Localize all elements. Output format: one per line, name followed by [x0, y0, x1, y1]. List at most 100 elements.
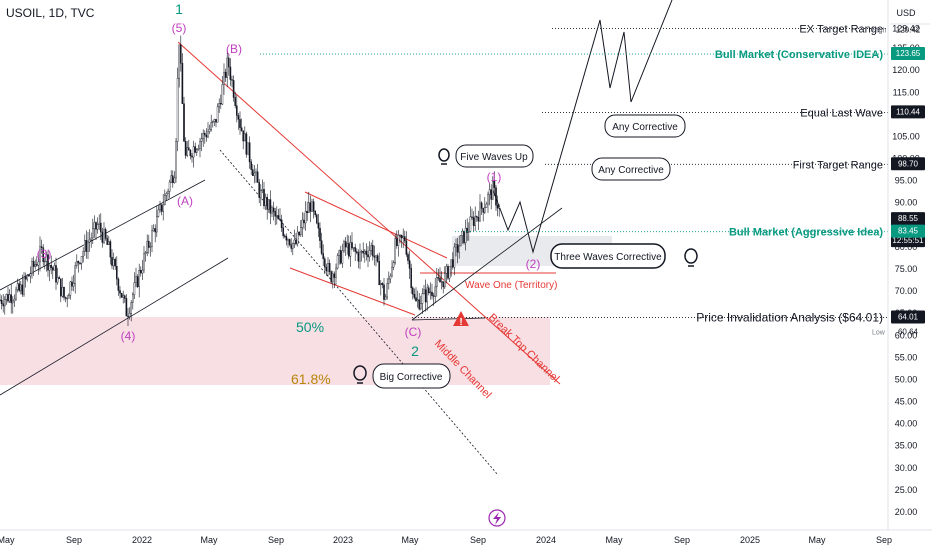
wave-label: 1	[175, 1, 183, 17]
candle-body	[227, 57, 230, 68]
candle-body	[272, 207, 275, 212]
candle-body	[101, 231, 104, 243]
candle-body	[159, 204, 161, 211]
candle-body	[168, 181, 171, 192]
wave-label: (5)	[172, 21, 187, 35]
candle-body	[64, 297, 67, 299]
wave-label: (B)	[226, 42, 242, 56]
level-lines	[260, 28, 888, 318]
candle-body	[309, 202, 312, 212]
candle-body	[192, 146, 195, 158]
candle-body	[436, 277, 438, 288]
candle-body	[3, 299, 6, 307]
price-axis[interactable]: USD 20.00 25.00 30.00 35.00 40.00 45.00 50.00 5…	[872, 0, 930, 530]
candle-body	[141, 269, 144, 274]
candle-body	[472, 217, 475, 226]
candle-body	[171, 175, 174, 183]
candle-body	[322, 253, 325, 259]
top-channel-line	[177, 41, 561, 385]
level-label: First Target Range	[793, 159, 883, 171]
candle-body	[208, 129, 211, 132]
candle-body	[26, 275, 29, 280]
candle-body	[396, 238, 398, 246]
candle-body	[253, 172, 256, 176]
candle-body	[221, 84, 224, 105]
candle-body	[163, 195, 166, 206]
lightning-event-icon[interactable]	[488, 509, 506, 527]
candle-body	[229, 66, 232, 80]
candle-body	[418, 299, 421, 310]
candle-body	[282, 227, 285, 236]
lightbulb-icon	[684, 248, 698, 267]
candle-body	[239, 119, 241, 128]
candle-body	[248, 142, 251, 163]
candle-body	[143, 253, 145, 271]
level-label: Equal Last Wave	[800, 107, 883, 119]
candle-body	[10, 294, 13, 304]
price-tag	[891, 47, 925, 61]
candle-body	[373, 255, 376, 258]
fib-retracement-zone	[0, 317, 550, 385]
candle-body	[487, 194, 489, 205]
candle-body	[276, 215, 278, 217]
price-tag-value: 98.70	[898, 159, 919, 168]
candle-body	[99, 222, 102, 233]
candle-body	[284, 235, 286, 237]
candle-body	[170, 175, 173, 183]
candle-body	[266, 197, 269, 210]
candle-body	[8, 294, 11, 302]
candle-body	[56, 277, 59, 283]
candle-body	[368, 250, 371, 258]
candle-body	[380, 283, 382, 286]
candle-body	[452, 259, 454, 268]
candle-body	[293, 239, 296, 244]
candle-body	[304, 211, 307, 224]
candle-body	[295, 239, 297, 245]
time-axis[interactable]: May Sep 2022 May Sep 2023 May Sep 2024 May Sep 2025…	[0, 529, 932, 545]
time-tick-label: May	[200, 535, 218, 545]
candle-body	[367, 254, 369, 258]
candle-body	[53, 265, 56, 271]
price-tag-value: 123.65	[896, 49, 921, 58]
candle-body	[144, 252, 147, 255]
price-tick-label: 115.00	[893, 87, 920, 97]
candle-body	[11, 300, 14, 304]
projection-path	[492, 0, 673, 254]
candle-body	[306, 211, 309, 214]
candle-body	[316, 214, 318, 224]
candle-body	[183, 103, 185, 142]
candle-body	[146, 240, 149, 253]
price-tag	[891, 224, 925, 238]
candle-body	[69, 281, 72, 296]
candle-body	[231, 79, 233, 81]
candle-body	[442, 281, 445, 288]
candle-body	[215, 119, 217, 123]
candle-body	[303, 219, 305, 224]
candle-body	[440, 281, 443, 283]
level-label: Bull Market (Conservative IDEA)	[715, 49, 883, 61]
callout-text: Any Corrective	[598, 165, 664, 176]
candle-body	[85, 240, 88, 252]
candle-body	[219, 103, 222, 105]
symbol-header: USOIL, 1D, TVC	[6, 6, 95, 20]
candle-body	[287, 239, 289, 241]
candle-body	[423, 289, 425, 294]
candle-body	[290, 244, 293, 249]
candle-body	[34, 264, 36, 267]
price-tag-value: 60.64	[898, 327, 919, 336]
candle-body	[149, 246, 152, 248]
level-label: Price Invalidation Analysis ($64.01)	[696, 311, 883, 325]
candle-body	[20, 284, 22, 291]
candle-body	[205, 134, 208, 138]
candle-body	[277, 215, 280, 220]
time-tick-label: Sep	[674, 535, 690, 545]
price-tags: High129.42123.65110.4498.7088.55+41.92%1…	[872, 26, 925, 336]
candle-body	[130, 302, 133, 314]
candle-body	[109, 241, 112, 258]
candle-body	[55, 265, 57, 283]
candle-body	[61, 286, 64, 297]
candle-body	[400, 234, 403, 239]
candle-body	[258, 182, 261, 198]
candle-body	[444, 273, 446, 288]
